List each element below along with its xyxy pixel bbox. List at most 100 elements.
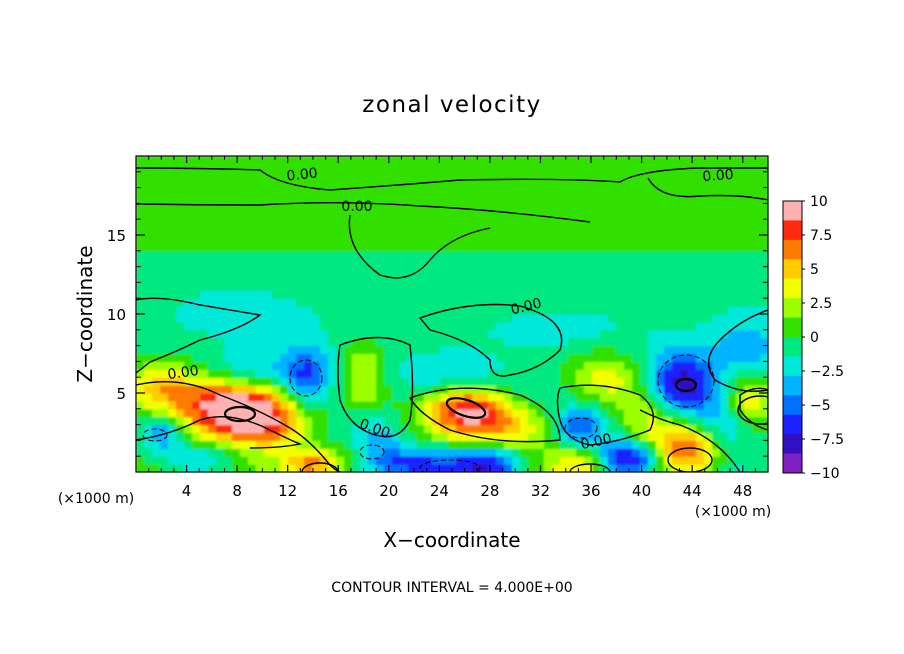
- heatmap-cell: [512, 416, 521, 426]
- heatmap-cell: [160, 282, 169, 291]
- heatmap-cell: [280, 353, 289, 362]
- heatmap-cell: [272, 385, 281, 394]
- heatmap-cell: [584, 298, 593, 307]
- heatmap-cell: [712, 242, 721, 252]
- heatmap-cell: [384, 408, 393, 418]
- heatmap-cell: [608, 448, 617, 457]
- heatmap-cell: [552, 171, 561, 181]
- heatmap-cell: [560, 464, 569, 472]
- heatmap-cell: [568, 227, 577, 236]
- heatmap-cell: [592, 408, 601, 418]
- heatmap-cell: [728, 369, 737, 378]
- heatmap-cell: [568, 337, 577, 347]
- heatmap-cell: [760, 448, 768, 457]
- heatmap-cell: [200, 258, 209, 268]
- heatmap-cell: [200, 179, 209, 189]
- heatmap-cell: [720, 337, 729, 347]
- heatmap-cell: [168, 306, 177, 315]
- heatmap-cell: [696, 219, 705, 228]
- heatmap-cell: [736, 448, 745, 457]
- heatmap-cell: [240, 456, 249, 465]
- heatmap-cell: [696, 156, 705, 165]
- heatmap-cell: [744, 203, 753, 212]
- heatmap-cell: [600, 266, 609, 276]
- heatmap-cell: [600, 227, 609, 236]
- heatmap-cell: [680, 393, 689, 402]
- heatmap-cell: [360, 306, 369, 315]
- heatmap-cell: [248, 377, 257, 386]
- heatmap-cell: [608, 353, 617, 362]
- heatmap-cell: [192, 353, 201, 362]
- heatmap-cell: [664, 448, 673, 457]
- heatmap-cell: [464, 400, 473, 410]
- heatmap-cell: [272, 163, 281, 173]
- heatmap-cell: [680, 361, 689, 370]
- heatmap-cell: [576, 227, 585, 236]
- heatmap-cell: [456, 314, 465, 323]
- heatmap-cell: [600, 163, 609, 173]
- heatmap-cell: [288, 306, 297, 315]
- heatmap-cell: [376, 195, 385, 204]
- heatmap-cell: [648, 235, 657, 244]
- heatmap-cell: [480, 353, 489, 362]
- heatmap-cell: [208, 440, 217, 449]
- heatmap-cell: [616, 250, 625, 260]
- heatmap-cell: [536, 337, 545, 347]
- heatmap-cell: [712, 337, 721, 347]
- heatmap-cell: [688, 203, 697, 212]
- heatmap-cell: [536, 321, 545, 331]
- heatmap-cell: [296, 345, 305, 355]
- heatmap-cell: [752, 377, 761, 386]
- heatmap-cell: [640, 306, 649, 315]
- heatmap-cell: [632, 400, 641, 410]
- heatmap-cell: [720, 321, 729, 331]
- heatmap-cell: [360, 211, 369, 220]
- heatmap-cell: [160, 385, 169, 394]
- heatmap-cell: [736, 298, 745, 307]
- heatmap-cell: [480, 266, 489, 276]
- heatmap-cell: [504, 369, 513, 378]
- heatmap-cell: [592, 227, 601, 236]
- colorbar-tick-label: −7.5: [810, 432, 844, 448]
- heatmap-cell: [624, 306, 633, 315]
- heatmap-cell: [336, 369, 345, 378]
- heatmap-cell: [600, 464, 609, 472]
- heatmap-cell: [160, 298, 169, 307]
- heatmap-cell: [744, 369, 753, 378]
- heatmap-cell: [152, 353, 161, 362]
- heatmap-cell: [600, 353, 609, 362]
- heatmap-cell: [280, 171, 289, 181]
- heatmap-cell: [336, 266, 345, 276]
- heatmap-cell: [616, 219, 625, 228]
- heatmap-cell: [632, 156, 641, 165]
- heatmap-cell: [688, 235, 697, 244]
- heatmap-cell: [280, 400, 289, 410]
- heatmap-cell: [248, 258, 257, 268]
- heatmap-cell: [200, 377, 209, 386]
- heatmap-cell: [152, 258, 161, 268]
- heatmap-cell: [568, 329, 577, 339]
- heatmap-cell: [584, 203, 593, 212]
- heatmap-cell: [512, 258, 521, 268]
- heatmap-cell: [296, 298, 305, 307]
- heatmap-cell: [280, 290, 289, 299]
- heatmap-cell: [584, 456, 593, 465]
- contour-line: [136, 297, 262, 374]
- heatmap-cell: [592, 337, 601, 347]
- heatmap-cell: [336, 432, 345, 441]
- heatmap-cell: [256, 171, 265, 181]
- heatmap-cell: [280, 163, 289, 173]
- heatmap-cell: [320, 274, 329, 283]
- heatmap-cell: [704, 187, 713, 197]
- heatmap-cell: [248, 163, 257, 173]
- heatmap-cell: [392, 393, 401, 402]
- heatmap-cell: [464, 456, 473, 465]
- heatmap-cell: [392, 321, 401, 331]
- heatmap-cell: [248, 345, 257, 355]
- heatmap-cell: [672, 258, 681, 268]
- heatmap-cell: [536, 171, 545, 181]
- heatmap-cell: [248, 385, 257, 394]
- heatmap-cell: [664, 377, 673, 386]
- heatmap-cell: [392, 163, 401, 173]
- heatmap-cell: [488, 456, 497, 465]
